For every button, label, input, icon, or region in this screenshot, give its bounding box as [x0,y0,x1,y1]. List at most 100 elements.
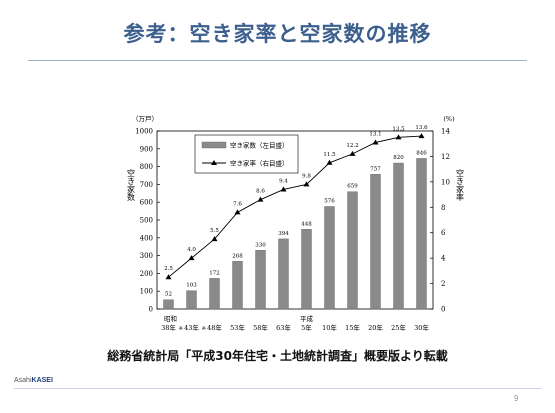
right-tick-label: 12 [441,153,450,161]
left-tick-label: 1000 [135,128,153,136]
bar-value-label: 448 [301,221,312,227]
bar-value-label: 757 [370,166,381,172]
legend-box [194,134,299,174]
bar-vacant-houses [301,229,312,310]
slide-title: 参考：空き家率と空家数の推移 [123,22,432,46]
bar-vacant-houses [186,290,197,310]
x-tick-label: 10年 [322,323,337,332]
x-tick-label: 15年 [345,323,360,332]
bar-vacant-houses [278,238,289,310]
rate-value-label: 13.1 [369,131,381,137]
page-number: 9 [514,394,519,403]
rate-value-label: 9.8 [302,173,311,179]
rate-value-label: 2.5 [164,266,173,272]
left-tick-label: 200 [140,270,153,278]
rate-value-label: 9.4 [279,178,288,184]
legend-bar-swatch [201,141,227,149]
bar-value-label: 576 [324,198,335,204]
x-era-label: 昭和 [164,314,177,323]
rate-point [372,139,379,145]
left-tick-label: 900 [140,145,153,153]
left-tick-label: 500 [140,217,153,225]
left-tick-label: 700 [140,181,153,189]
rate-point [234,209,241,215]
bar-value-label: 820 [393,155,404,161]
bar-value-label: 394 [278,231,289,237]
rate-value-label: 4.0 [187,247,196,253]
bar-vacant-houses [163,299,174,310]
rate-point [418,133,425,139]
bar-value-label: 846 [416,150,427,156]
rate-value-label: 5.5 [210,228,219,234]
x-tick-label: 30年 [414,323,429,332]
x-tick-label: 63年 [276,323,291,332]
x-tick-label: 25年 [391,323,406,332]
bar-vacant-houses [232,261,243,310]
right-tick-label: 10 [441,178,450,186]
legend-bar-label: 空き家数（左目盛） [230,141,289,150]
rate-point [165,274,172,280]
bar-value-label: 268 [232,253,243,259]
x-era-label: 平成 [300,314,314,323]
left-tick-label: 0 [149,306,153,314]
left-tick-label: 300 [140,252,153,260]
right-axis-unit: (%) [443,115,455,123]
title-divider [28,60,527,61]
bar-value-label: 103 [186,283,197,289]
bar-value-label: 172 [209,270,220,276]
bar-vacant-houses [347,191,358,310]
bar-vacant-houses [370,174,381,310]
bar-value-label: 330 [255,242,266,248]
x-tick-label: 48年 [207,323,222,332]
left-axis-label: 空き家数 [127,168,136,202]
rate-value-label: 12.2 [346,143,358,149]
x-tick-mark: ※ [179,325,184,332]
rate-point [257,196,264,202]
bar-value-label: 52 [165,292,172,298]
right-axis-label: 空き家率 [456,168,465,202]
rate-series-line [168,135,422,278]
x-tick-label: 53年 [230,323,245,332]
left-tick-label: 100 [140,288,153,296]
right-tick-label: 4 [441,255,446,263]
bar-vacant-houses [255,250,266,310]
rate-point [349,150,356,156]
x-tick-label: 58年 [253,323,268,332]
bar-vacant-houses [416,158,427,310]
x-tick-label: 38年 [161,323,176,332]
bar-value-label: 659 [347,184,358,190]
right-tick-label: 8 [441,204,445,212]
x-tick-label: 20年 [368,323,383,332]
rate-point [280,186,287,192]
left-tick-label: 800 [140,163,153,171]
rate-point [211,236,218,242]
source-note: 総務省統計局「平成30年住宅・土地統計調査」概要版より転載 [107,349,448,363]
left-tick-label: 400 [140,234,153,242]
logo-prefix: Asahi [14,377,32,384]
rate-point [395,134,402,140]
rate-value-label: 13.6 [415,125,428,131]
bar-vacant-houses [209,278,220,310]
x-tick-label: 5年 [301,323,312,332]
right-tick-label: 14 [441,128,450,136]
left-axis-unit: （万戸） [132,115,158,123]
rate-value-label: 13.5 [392,126,405,132]
rate-point [326,159,333,165]
company-logo: AsahiKASEI [14,377,53,384]
left-tick-label: 600 [140,199,153,207]
bar-vacant-houses [393,162,404,310]
rate-value-label: 11.5 [323,152,336,158]
footer-divider [14,388,542,389]
logo-brand: KASEI [31,377,53,384]
bar-vacant-houses [324,206,335,310]
rate-point [303,181,310,187]
right-tick-label: 6 [441,229,446,237]
legend-line-label: 空き家率（右目盛） [230,159,289,168]
rate-value-label: 7.6 [233,201,242,207]
right-tick-label: 2 [441,280,445,288]
x-tick-mark: ※ [202,325,207,332]
rate-value-label: 8.6 [256,189,265,195]
right-tick-label: 0 [441,306,445,314]
rate-point [188,255,195,261]
